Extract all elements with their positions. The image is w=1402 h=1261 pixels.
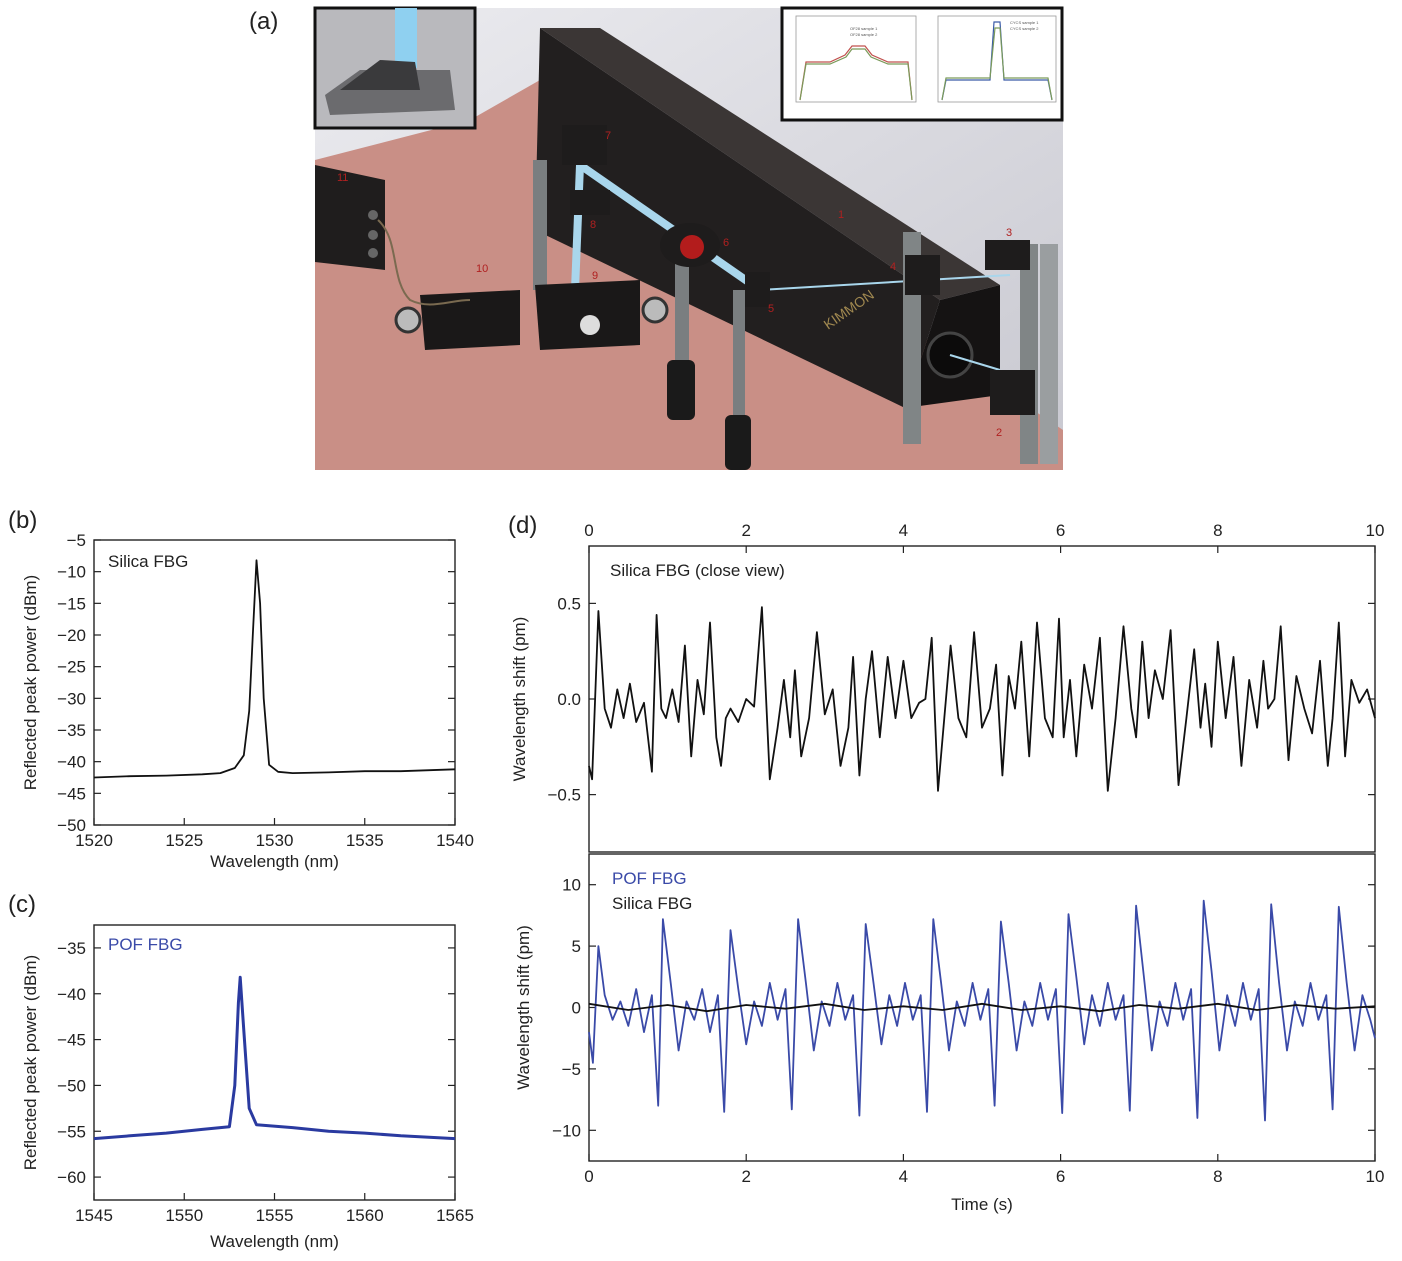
x-tick-label: 4 bbox=[899, 1167, 908, 1186]
x-tick-label: 1550 bbox=[165, 1206, 203, 1225]
chart-c: 1545 1550 1555 1560 1565 −35 −40 −45 −50 −55 −60 Wa… bbox=[21, 924, 474, 1251]
series-line-0 bbox=[93, 559, 456, 779]
y-axis-label: Reflected peak power (dBm) bbox=[21, 575, 40, 790]
y-axis-label: Wavelength shift (pm) bbox=[514, 925, 533, 1090]
x-tick-label-top: 8 bbox=[1213, 521, 1222, 540]
x-tick-label: 1535 bbox=[346, 831, 384, 850]
plot-frame bbox=[588, 853, 1376, 1162]
series-line-0 bbox=[93, 975, 456, 1141]
panel-label-b: (b) bbox=[8, 507, 38, 534]
x-tick-label: 1540 bbox=[436, 831, 474, 850]
y-tick-label: −40 bbox=[57, 985, 86, 1004]
chart-d-top: 0 2 4 6 8 10 0.5 0.0 −0.5 Wavelength shift (pm) Si… bbox=[510, 521, 1385, 853]
y-tick-label: −5 bbox=[562, 1060, 581, 1079]
y-tick-label: 5 bbox=[572, 937, 581, 956]
y-tick-label: 10 bbox=[562, 876, 581, 895]
chart-b: 1520 1525 1530 1535 1540 −5 −10 −15 −20 −25 −30 −35… bbox=[21, 531, 474, 871]
y-tick-label: −45 bbox=[57, 1031, 86, 1050]
x-tick-label-top: 2 bbox=[741, 521, 750, 540]
x-tick-label-top: 0 bbox=[584, 521, 593, 540]
x-axis-label: Time (s) bbox=[951, 1195, 1013, 1214]
x-tick-label: 1525 bbox=[165, 831, 203, 850]
x-tick-label: 0 bbox=[584, 1167, 593, 1186]
annotation-label: Silica FBG bbox=[108, 552, 188, 571]
legend-entry-1: Silica FBG bbox=[612, 894, 692, 913]
y-tick-label: −60 bbox=[57, 1168, 86, 1187]
y-axis-label: Reflected peak power (dBm) bbox=[21, 955, 40, 1170]
x-tick-label-top: 6 bbox=[1056, 521, 1065, 540]
y-tick-label: −30 bbox=[57, 689, 86, 708]
panel-label-c: (c) bbox=[8, 891, 36, 918]
panel-label-d: (d) bbox=[508, 512, 538, 539]
x-axis-label: Wavelength (nm) bbox=[210, 1232, 339, 1251]
legend-entry-0: POF FBG bbox=[612, 869, 687, 888]
x-tick-label: 6 bbox=[1056, 1167, 1065, 1186]
x-axis-label: Wavelength (nm) bbox=[210, 852, 339, 871]
y-axis-label: Wavelength shift (pm) bbox=[510, 617, 529, 782]
panel-label-a: (a) bbox=[249, 8, 279, 35]
x-tick-label: 2 bbox=[741, 1167, 750, 1186]
annotation-label: Silica FBG (close view) bbox=[610, 561, 785, 580]
series-line-0 bbox=[588, 899, 1376, 1122]
x-tick-label: 1545 bbox=[75, 1206, 113, 1225]
y-tick-label: −25 bbox=[57, 658, 86, 677]
y-tick-label: −35 bbox=[57, 721, 86, 740]
plot-frame bbox=[588, 545, 1376, 853]
x-tick-label: 1555 bbox=[256, 1206, 294, 1225]
x-tick-label: 1560 bbox=[346, 1206, 384, 1225]
y-tick-label: −5 bbox=[67, 531, 86, 550]
x-tick-label-top: 4 bbox=[899, 521, 908, 540]
y-tick-label: −10 bbox=[57, 563, 86, 582]
series-line-0 bbox=[588, 606, 1376, 792]
y-tick-label: −50 bbox=[57, 816, 86, 835]
y-tick-label: 0.0 bbox=[557, 690, 581, 709]
x-tick-label-top: 10 bbox=[1366, 521, 1385, 540]
y-tick-label: −0.5 bbox=[547, 786, 581, 805]
x-tick-label: 1520 bbox=[75, 831, 113, 850]
y-tick-label: −55 bbox=[57, 1122, 86, 1141]
x-tick-label: 8 bbox=[1213, 1167, 1222, 1186]
series-line-1 bbox=[588, 1002, 1376, 1013]
y-tick-label: −50 bbox=[57, 1076, 86, 1095]
y-tick-label: −40 bbox=[57, 753, 86, 772]
y-tick-label: −35 bbox=[57, 939, 86, 958]
y-tick-label: −15 bbox=[57, 594, 86, 613]
x-tick-label: 1530 bbox=[256, 831, 294, 850]
chart-d-bottom: 0 2 4 6 8 10 10 5 0 −5 −10 Time (s) Wavelength shift… bbox=[514, 853, 1385, 1214]
annotation-label: POF FBG bbox=[108, 935, 183, 954]
y-tick-label: −20 bbox=[57, 626, 86, 645]
y-tick-label: 0 bbox=[572, 999, 581, 1018]
y-tick-label: 0.5 bbox=[557, 594, 581, 613]
y-tick-label: −45 bbox=[57, 784, 86, 803]
y-tick-label: −10 bbox=[552, 1121, 581, 1140]
x-tick-label: 10 bbox=[1366, 1167, 1385, 1186]
x-tick-label: 1565 bbox=[436, 1206, 474, 1225]
